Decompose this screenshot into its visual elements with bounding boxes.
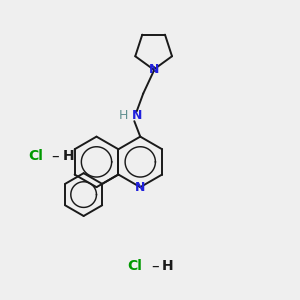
Text: H: H: [62, 149, 74, 163]
Text: Cl: Cl: [28, 149, 43, 163]
Text: N: N: [131, 109, 142, 122]
Text: N: N: [148, 63, 159, 76]
Text: H: H: [118, 109, 128, 122]
Text: –: –: [52, 148, 59, 164]
Text: Cl: Cl: [128, 259, 142, 273]
Text: –: –: [152, 258, 159, 273]
Text: N: N: [135, 181, 146, 194]
Text: H: H: [162, 259, 174, 273]
